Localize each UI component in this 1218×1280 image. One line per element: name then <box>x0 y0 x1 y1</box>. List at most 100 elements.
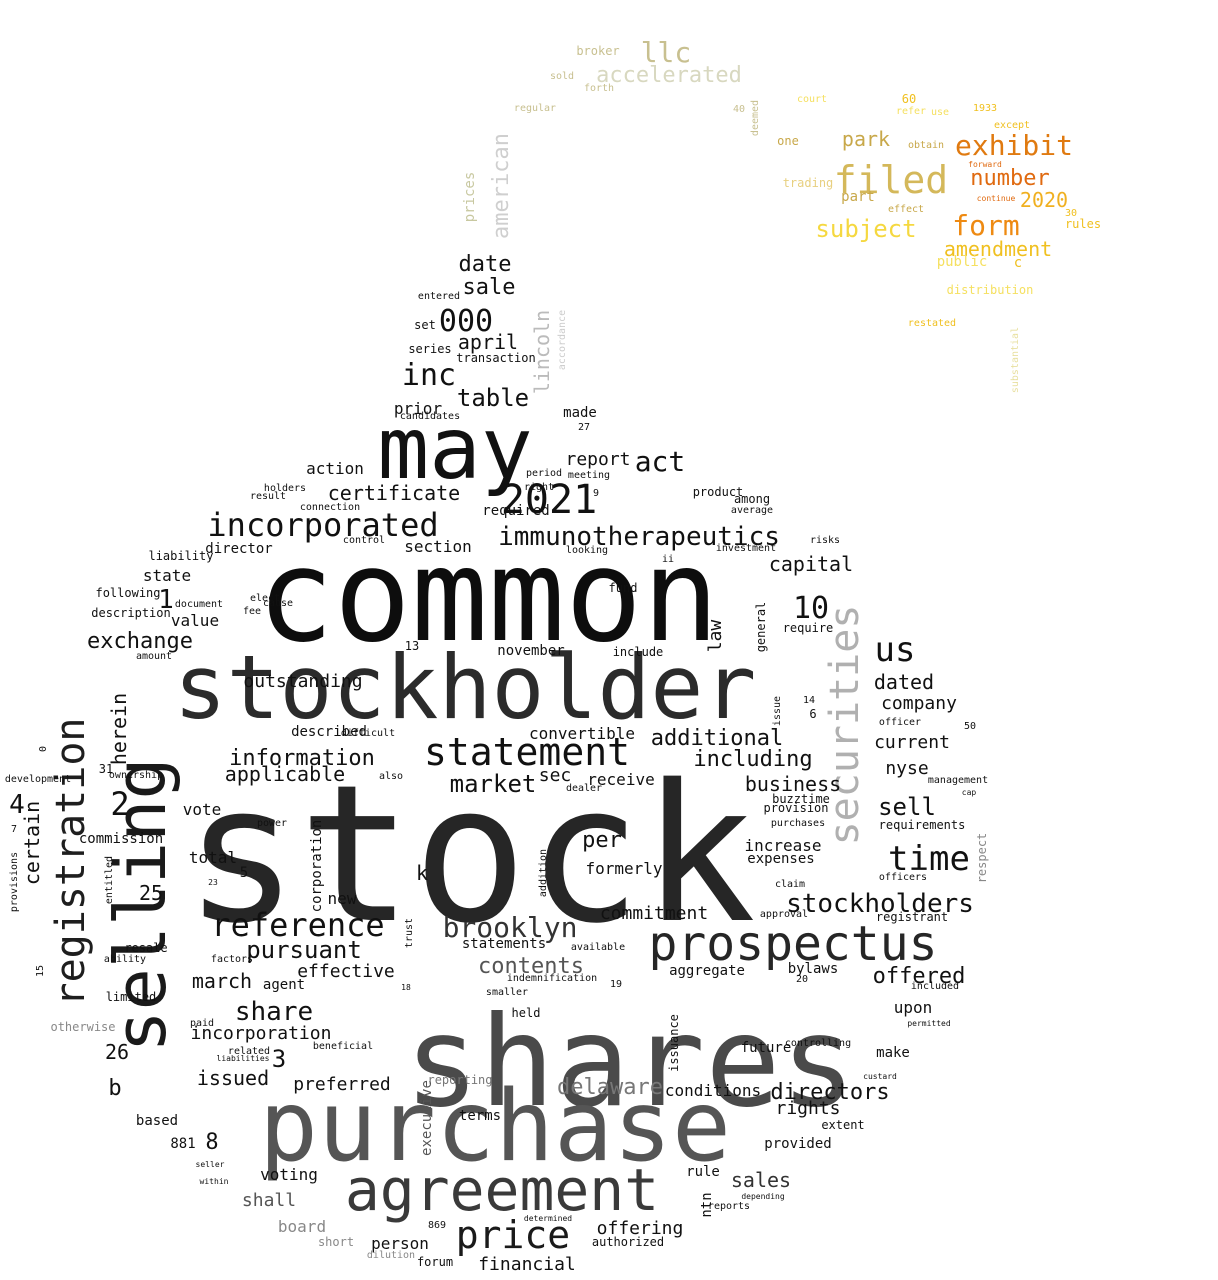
word-60: 60 <box>902 92 916 106</box>
word-contents: contents <box>478 954 584 979</box>
word-entered: entered <box>418 291 460 302</box>
word-management: management <box>928 775 988 786</box>
word-executive: executive <box>419 1080 435 1156</box>
word-deemed: deemed <box>750 100 761 136</box>
word-person: person <box>371 1234 429 1253</box>
word-director: director <box>205 541 272 557</box>
word-stockholders: stockholders <box>786 889 974 919</box>
word-registrant: registrant <box>876 910 948 924</box>
word-extent: extent <box>821 1118 864 1132</box>
word-b: b <box>108 1076 121 1101</box>
word-stock: stock <box>184 744 756 965</box>
word-provision: provision <box>763 801 828 815</box>
word-entitled: entitled <box>104 856 115 904</box>
word-agreement: agreement <box>345 1156 659 1224</box>
word-smaller: smaller <box>486 987 528 998</box>
word-1933: 1933 <box>973 103 997 114</box>
word-may: may <box>377 399 532 499</box>
word-factors: factors <box>211 954 253 965</box>
word-transaction: transaction <box>456 351 535 365</box>
word-27: 27 <box>578 422 590 433</box>
word-commission: commission <box>79 831 163 847</box>
word-related: related <box>228 1046 270 1057</box>
word-rights: rights <box>775 1098 840 1119</box>
word-date: date <box>459 252 512 277</box>
word-bylaws: bylaws <box>788 961 839 977</box>
word-average: average <box>731 505 773 516</box>
word-881: 881 <box>170 1136 195 1152</box>
word-20: 20 <box>796 974 808 985</box>
word-american: american <box>489 133 514 239</box>
word-19: 19 <box>610 979 622 990</box>
word-aggregate: aggregate <box>669 963 745 979</box>
word-ii: ii <box>662 554 674 565</box>
word-provided: provided <box>764 1136 831 1152</box>
word-time: time <box>888 839 970 879</box>
word-3: 3 <box>272 1045 286 1073</box>
word-sell: sell <box>878 793 936 821</box>
word-9: 9 <box>593 488 599 499</box>
word-park: park <box>842 127 890 151</box>
word-5: 5 <box>240 865 248 881</box>
word-resale: resale <box>124 941 167 955</box>
word-restated: restated <box>908 318 956 329</box>
word-conditions: conditions <box>665 1081 761 1100</box>
word-statements: statements <box>462 936 546 952</box>
word-requirements: requirements <box>879 818 966 832</box>
word-exhibit: exhibit <box>955 129 1073 162</box>
word-securities: securities <box>822 605 868 846</box>
word-right: right <box>524 482 554 493</box>
word-869: 869 <box>428 1220 446 1231</box>
word-26: 26 <box>105 1040 129 1064</box>
word-include: include <box>613 645 664 659</box>
word-outstanding: outstanding <box>243 671 362 692</box>
word-prospectus: prospectus <box>649 916 938 972</box>
word-6: 6 <box>809 707 816 721</box>
word-made: made <box>563 405 597 421</box>
word-distribution: distribution <box>947 283 1034 297</box>
word-13: 13 <box>405 639 419 653</box>
word-looking: looking <box>566 545 608 556</box>
word-held: held <box>512 1006 541 1020</box>
word-court: court <box>797 94 827 105</box>
word-development: development <box>5 774 71 785</box>
word-pursuant: pursuant <box>246 936 362 964</box>
word-except: except <box>994 120 1030 131</box>
word-also: also <box>379 771 403 782</box>
word-among: among <box>734 492 770 506</box>
word-price: price <box>456 1213 570 1257</box>
word-section: section <box>404 537 471 556</box>
word-elect: elect <box>250 593 280 604</box>
word-capital: capital <box>769 552 853 576</box>
word-vote: vote <box>183 800 222 819</box>
word-cause: cause <box>263 598 293 609</box>
word-authorized: authorized <box>592 1235 664 1249</box>
word-1: 1 <box>158 585 174 615</box>
word-selling: selling <box>100 757 182 1052</box>
word-10: 10 <box>793 591 829 626</box>
word-indemnification: indemnification <box>507 973 597 984</box>
word-40: 40 <box>733 104 745 115</box>
word-rules: rules <box>1065 217 1101 231</box>
word-delaware: delaware <box>557 1075 663 1100</box>
word-agent: agent <box>263 977 305 993</box>
word-23: 23 <box>208 878 218 887</box>
word-2: 2 <box>110 785 129 823</box>
word-market: market <box>450 770 537 798</box>
word-connection: connection <box>300 502 360 513</box>
word-preferred: preferred <box>293 1074 391 1095</box>
word-action: action <box>306 459 364 478</box>
word-regular: regular <box>514 103 556 114</box>
word-description: description <box>91 606 170 620</box>
word-part: part <box>841 189 875 205</box>
word-registration: registration <box>48 718 94 1007</box>
word-board: board <box>278 1217 326 1236</box>
word-liability: liability <box>148 549 213 563</box>
word-provisions: provisions <box>9 852 20 912</box>
word-50: 50 <box>964 721 976 732</box>
word-business: business <box>745 772 841 796</box>
word-directors: directors <box>770 1080 889 1105</box>
word-continue: continue <box>977 194 1016 203</box>
word-investment: investment <box>716 543 776 554</box>
